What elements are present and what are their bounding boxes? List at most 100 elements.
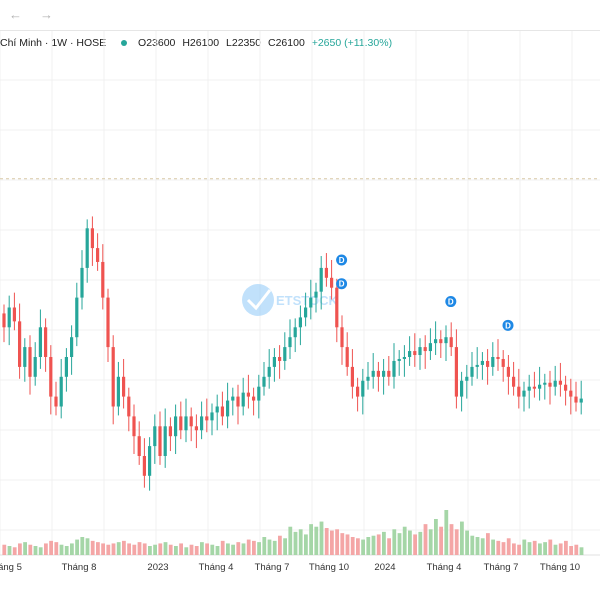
- candle-body: [288, 337, 292, 348]
- chart-toolbar: ← →: [0, 0, 600, 31]
- volume-bar: [12, 547, 17, 555]
- candle-body: [272, 357, 276, 367]
- candle-body: [220, 406, 224, 417]
- candle-body: [361, 380, 365, 397]
- candle-body: [366, 376, 370, 381]
- volume-bar: [382, 531, 386, 555]
- candle-body: [579, 398, 583, 403]
- volume-bar: [101, 543, 105, 555]
- candle-body: [548, 382, 552, 387]
- volume-bar: [246, 539, 251, 555]
- candle-body: [480, 360, 484, 365]
- volume-bar: [236, 542, 241, 555]
- watermark-text: ETSTOCK: [276, 293, 338, 308]
- volume-bar: [402, 526, 407, 555]
- volume-bar: [252, 540, 256, 555]
- volume-bar: [330, 530, 334, 555]
- candle-body: [460, 380, 464, 397]
- candle-body: [298, 317, 302, 328]
- candle-body: [75, 297, 79, 338]
- candle-body: [506, 366, 510, 377]
- volume-bar: [278, 535, 282, 555]
- open-value: O23600: [138, 37, 176, 49]
- candle-body: [85, 228, 89, 268]
- candle-body: [101, 261, 105, 298]
- back-arrow-icon[interactable]: ←: [9, 7, 22, 22]
- candle-body: [12, 307, 16, 322]
- candle-body: [70, 337, 74, 357]
- candle-body: [335, 287, 339, 328]
- candle-body: [106, 297, 110, 348]
- forward-arrow-icon[interactable]: →: [40, 7, 53, 22]
- volume-bar: [116, 542, 121, 555]
- volume-bar: [501, 542, 506, 555]
- x-tick-label: Tháng 7: [484, 562, 519, 573]
- low-value: L22350: [226, 37, 262, 49]
- candle-body: [558, 380, 562, 385]
- candle-body: [569, 390, 573, 397]
- candle-body: [267, 366, 271, 377]
- volume-bar: [44, 543, 48, 555]
- candle-body: [304, 307, 308, 318]
- volume-bar: [298, 529, 303, 555]
- volume-bar: [80, 537, 85, 555]
- candle-body: [59, 376, 63, 407]
- candle-body: [309, 297, 313, 308]
- volume-bar: [18, 543, 22, 555]
- volume-bar: [397, 533, 402, 555]
- candle-body: [522, 390, 526, 397]
- volume-bar: [64, 546, 69, 555]
- candle-body: [174, 416, 178, 437]
- candle-body: [252, 396, 256, 401]
- candle-body: [38, 327, 42, 357]
- volume-bar: [158, 543, 163, 555]
- candle-body: [90, 228, 94, 249]
- candle-body: [122, 376, 126, 397]
- candle-body: [200, 416, 204, 431]
- dividend-marker[interactable]: D: [502, 319, 514, 331]
- volume-bar: [314, 526, 319, 555]
- candle-body: [439, 339, 443, 344]
- candle-body: [512, 376, 516, 387]
- candle-body: [465, 376, 469, 381]
- candle-body: [18, 321, 22, 367]
- candle-body: [163, 426, 167, 456]
- volume-bar: [111, 543, 116, 555]
- volume-bar: [283, 538, 287, 555]
- candle-body: [168, 426, 172, 437]
- symbol-title: Chí Minh · 1W · HOSE: [0, 37, 107, 49]
- candle-body: [517, 386, 521, 397]
- dividend-marker[interactable]: D: [336, 254, 348, 266]
- volume-bar: [148, 546, 152, 555]
- volume-bar: [543, 542, 547, 555]
- volume-bar: [38, 547, 43, 555]
- candle-body: [444, 337, 448, 344]
- volume-bar: [132, 544, 137, 555]
- volume-bar: [241, 543, 246, 555]
- volume-bar: [335, 529, 339, 555]
- candle-body: [226, 400, 230, 417]
- candle-body: [428, 343, 432, 352]
- dividend-markers: D D D D: [336, 254, 514, 331]
- volume-bar: [564, 540, 568, 555]
- volume-bar: [28, 544, 33, 555]
- candle-body: [574, 396, 578, 403]
- candle-body: [189, 416, 193, 427]
- dividend-marker[interactable]: D: [445, 296, 457, 308]
- candle-body: [491, 357, 495, 367]
- candle-body: [64, 357, 68, 377]
- volume-bar: [288, 526, 293, 555]
- candle-body: [543, 382, 547, 385]
- volume-bar: [262, 537, 267, 555]
- vietstock-logo-icon: [242, 284, 274, 316]
- candle-body: [49, 357, 53, 397]
- candle-body: [7, 307, 11, 328]
- volume-bar: [215, 546, 220, 555]
- volume-bar: [538, 543, 542, 555]
- status-dot-icon: [121, 39, 128, 46]
- volume-bar: [454, 529, 459, 555]
- candle-body: [408, 351, 412, 357]
- dividend-marker[interactable]: D: [336, 278, 348, 290]
- candle-body: [142, 456, 146, 476]
